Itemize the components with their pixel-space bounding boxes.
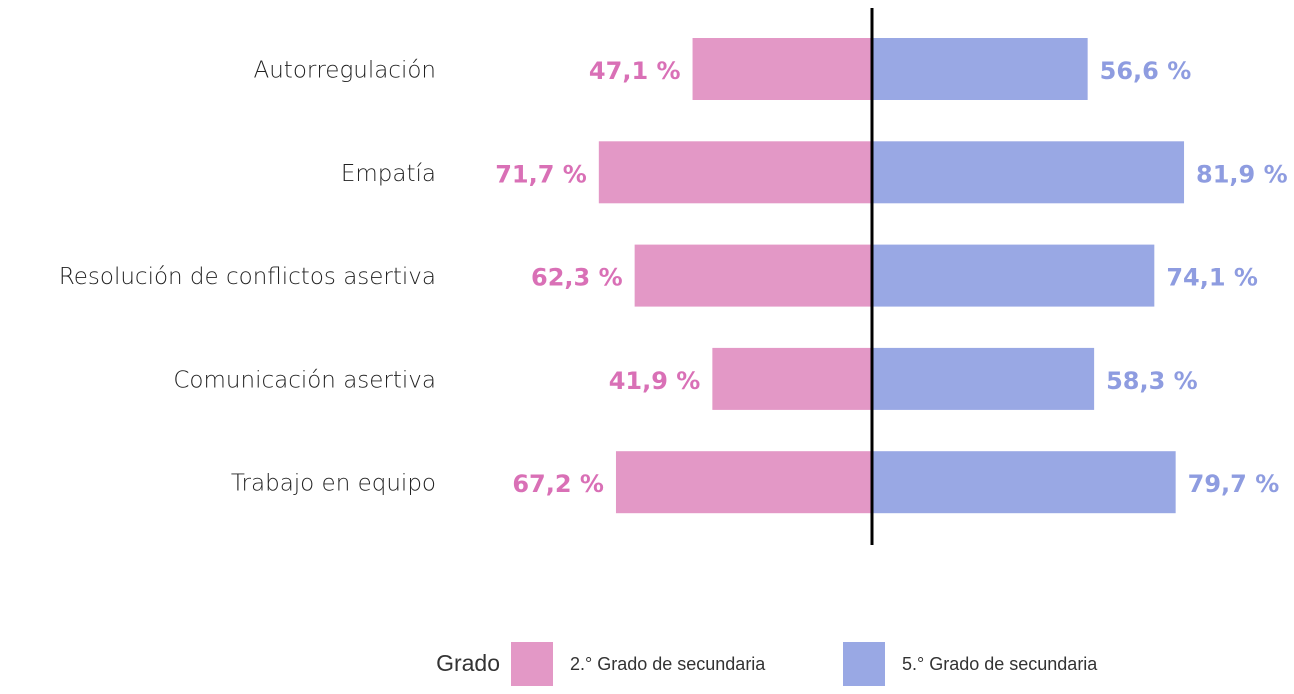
value-label: 58,3 %: [1106, 367, 1198, 395]
value-label: 79,7 %: [1188, 470, 1280, 498]
category-label: Comunicación asertiva: [173, 367, 436, 393]
value-label: 67,2 %: [512, 470, 604, 498]
bar: [692, 38, 872, 100]
value-label: 81,9 %: [1196, 160, 1288, 188]
value-label: 56,6 %: [1100, 57, 1192, 85]
legend-label: 5.° Grado de secundaria: [902, 654, 1098, 674]
bar: [872, 38, 1088, 100]
bar: [634, 244, 872, 307]
category-label: Resolución de conflictos asertiva: [59, 264, 436, 290]
bar: [872, 451, 1176, 514]
bar: [872, 244, 1155, 307]
bar: [872, 347, 1095, 410]
bar: [615, 451, 872, 514]
legend-swatch: [511, 642, 553, 686]
value-label: 47,1 %: [589, 57, 681, 85]
value-label: 41,9 %: [609, 367, 701, 395]
bar: [598, 141, 872, 204]
bar: [872, 141, 1185, 204]
category-label: Trabajo en equipo: [231, 471, 436, 497]
legend-swatch: [843, 642, 885, 686]
value-label: 62,3 %: [531, 264, 623, 292]
value-label: 71,7 %: [495, 160, 587, 188]
legend-title: Grado: [436, 650, 500, 676]
category-label: Empatía: [341, 161, 436, 187]
value-label: 74,1 %: [1166, 264, 1258, 292]
legend-label: 2.° Grado de secundaria: [570, 654, 766, 674]
category-label: Autorregulación: [253, 58, 436, 84]
bar: [712, 347, 872, 410]
